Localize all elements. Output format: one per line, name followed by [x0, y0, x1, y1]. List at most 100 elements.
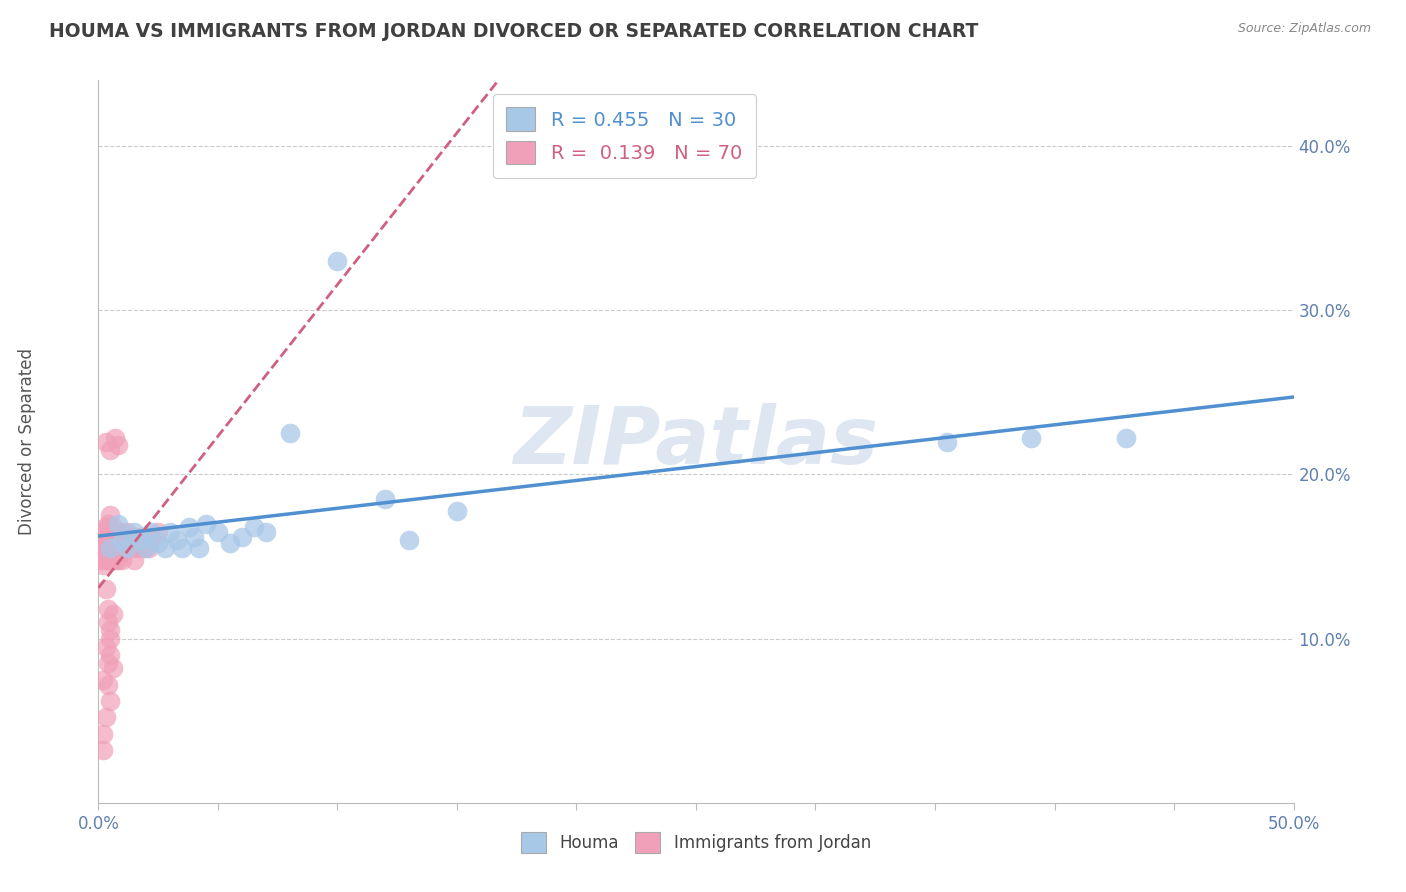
Point — [98, 624, 122, 638]
Point — [108, 530, 131, 544]
Point — [138, 541, 160, 556]
Point — [124, 530, 146, 544]
Point — [166, 533, 188, 547]
Point — [118, 536, 141, 550]
Point — [254, 524, 277, 539]
Point — [97, 677, 120, 691]
Point — [94, 520, 117, 534]
Point — [115, 541, 138, 556]
Point — [91, 743, 114, 757]
Point — [111, 553, 134, 567]
Point — [179, 520, 201, 534]
Point — [98, 632, 122, 646]
Point — [183, 530, 205, 544]
Point — [101, 661, 124, 675]
Point — [121, 541, 143, 556]
Text: Source: ZipAtlas.com: Source: ZipAtlas.com — [1237, 22, 1371, 36]
Text: ZIPatlas: ZIPatlas — [513, 402, 879, 481]
Point — [148, 524, 170, 539]
Point — [132, 541, 155, 556]
Point — [172, 541, 194, 556]
Point — [94, 541, 117, 556]
Point — [97, 541, 120, 556]
Point — [90, 541, 112, 556]
Point — [98, 648, 122, 662]
Point — [98, 524, 122, 539]
Point — [94, 582, 117, 597]
Point — [94, 434, 117, 449]
Point — [98, 541, 122, 556]
Point — [107, 553, 129, 567]
Point — [111, 541, 134, 556]
Point — [97, 530, 120, 544]
Point — [91, 558, 114, 572]
Point — [91, 533, 114, 547]
Point — [398, 533, 420, 547]
Point — [98, 694, 122, 708]
Point — [243, 520, 266, 534]
Point — [94, 553, 117, 567]
Point — [148, 536, 170, 550]
Point — [104, 431, 127, 445]
Point — [135, 541, 157, 556]
Point — [98, 508, 122, 523]
Point — [1019, 431, 1042, 445]
Point — [94, 710, 117, 724]
Point — [98, 442, 122, 457]
Point — [104, 553, 127, 567]
Point — [98, 536, 122, 550]
Point — [131, 533, 153, 547]
Point — [91, 673, 114, 687]
Point — [114, 533, 136, 547]
Point — [91, 727, 114, 741]
Point — [104, 541, 127, 556]
Point — [101, 520, 124, 534]
Point — [101, 553, 124, 567]
Point — [219, 536, 242, 550]
Point — [90, 553, 112, 567]
Point — [98, 541, 122, 556]
Point — [124, 524, 146, 539]
Y-axis label: Divorced or Separated: Divorced or Separated — [18, 348, 37, 535]
Point — [101, 541, 124, 556]
Point — [107, 438, 129, 452]
Point — [115, 524, 138, 539]
Point — [139, 524, 162, 539]
Point — [159, 524, 181, 539]
Point — [104, 533, 127, 547]
Point — [94, 533, 117, 547]
Point — [125, 536, 148, 550]
Point — [131, 530, 153, 544]
Text: HOUMA VS IMMIGRANTS FROM JORDAN DIVORCED OR SEPARATED CORRELATION CHART: HOUMA VS IMMIGRANTS FROM JORDAN DIVORCED… — [49, 22, 979, 41]
Point — [97, 657, 120, 671]
Point — [111, 533, 134, 547]
Point — [111, 524, 134, 539]
Point — [207, 524, 229, 539]
Point — [107, 524, 129, 539]
Point — [326, 253, 349, 268]
Legend: Houma, Immigrants from Jordan: Houma, Immigrants from Jordan — [515, 826, 877, 860]
Point — [124, 553, 146, 567]
Point — [231, 530, 253, 544]
Point — [107, 541, 129, 556]
Point — [107, 516, 129, 531]
Point — [1115, 431, 1137, 445]
Point — [97, 602, 120, 616]
Point — [98, 553, 122, 567]
Point — [97, 553, 120, 567]
Point — [195, 516, 218, 531]
Point — [94, 640, 117, 654]
Point — [446, 503, 468, 517]
Point — [135, 533, 157, 547]
Point — [97, 516, 120, 531]
Point — [115, 541, 138, 556]
Point — [374, 491, 396, 506]
Point — [101, 607, 124, 621]
Point — [108, 541, 131, 556]
Point — [101, 530, 124, 544]
Point — [91, 524, 114, 539]
Point — [97, 615, 120, 630]
Point — [187, 541, 209, 556]
Point — [90, 533, 112, 547]
Point — [91, 546, 114, 560]
